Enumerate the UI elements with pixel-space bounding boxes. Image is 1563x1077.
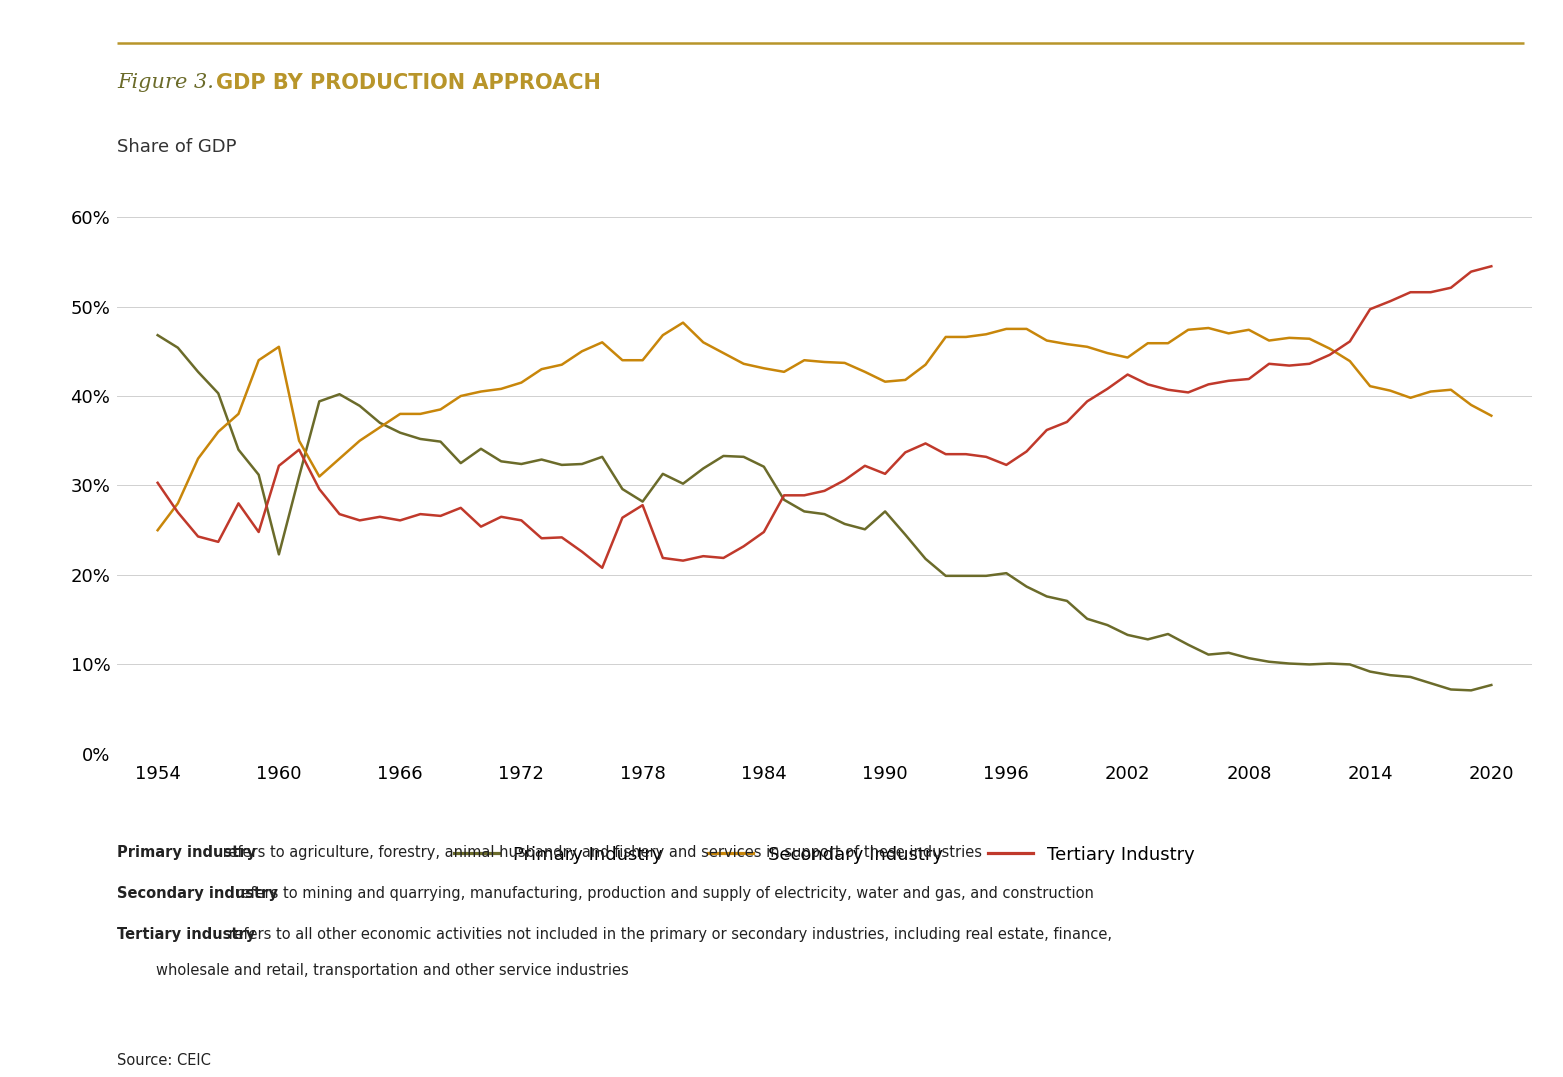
Primary Industry bbox=[1158, 628, 1177, 641]
Tertiary Industry bbox=[148, 476, 167, 489]
Text: Tertiary industry: Tertiary industry bbox=[117, 927, 255, 942]
Legend: Primary Industry, Secondary Industry, Tertiary Industry: Primary Industry, Secondary Industry, Te… bbox=[447, 839, 1202, 871]
Tertiary Industry bbox=[714, 551, 733, 564]
Secondary Industry bbox=[1482, 409, 1500, 422]
Secondary Industry bbox=[714, 347, 733, 360]
Secondary Industry bbox=[350, 434, 369, 447]
Primary Industry bbox=[1380, 669, 1399, 682]
Text: refers to agriculture, forestry, animal husbandry and fishery and services in su: refers to agriculture, forestry, animal … bbox=[217, 845, 982, 861]
Text: wholesale and retail, transportation and other service industries: wholesale and retail, transportation and… bbox=[156, 963, 628, 978]
Text: Share of GDP: Share of GDP bbox=[117, 138, 236, 156]
Text: Primary industry: Primary industry bbox=[117, 845, 256, 861]
Text: Figure 3.: Figure 3. bbox=[117, 73, 214, 93]
Primary Industry bbox=[755, 460, 774, 473]
Text: GDP BY PRODUCTION APPROACH: GDP BY PRODUCTION APPROACH bbox=[216, 73, 600, 94]
Line: Tertiary Industry: Tertiary Industry bbox=[158, 266, 1491, 568]
Tertiary Industry bbox=[1179, 386, 1197, 398]
Secondary Industry bbox=[1179, 323, 1197, 336]
Secondary Industry bbox=[1400, 391, 1419, 404]
Tertiary Industry bbox=[592, 561, 611, 574]
Text: Figure 3. GDP BY PRODUCTION APPROACH: Figure 3. GDP BY PRODUCTION APPROACH bbox=[117, 73, 558, 94]
Text: refers to all other economic activities not included in the primary or secondary: refers to all other economic activities … bbox=[225, 927, 1113, 942]
Text: refers to mining and quarrying, manufacturing, production and supply of electric: refers to mining and quarrying, manufact… bbox=[231, 886, 1094, 901]
Text: Source: CEIC: Source: CEIC bbox=[117, 1053, 211, 1068]
Secondary Industry bbox=[674, 317, 692, 330]
Primary Industry bbox=[1482, 679, 1500, 691]
Tertiary Industry bbox=[309, 482, 328, 495]
Primary Industry bbox=[309, 395, 328, 408]
Primary Industry bbox=[1461, 684, 1480, 697]
Primary Industry bbox=[694, 462, 713, 475]
Tertiary Industry bbox=[775, 489, 794, 502]
Line: Primary Industry: Primary Industry bbox=[158, 335, 1491, 690]
Secondary Industry bbox=[775, 365, 794, 378]
Primary Industry bbox=[148, 328, 167, 341]
Secondary Industry bbox=[148, 523, 167, 536]
Tertiary Industry bbox=[350, 514, 369, 527]
Tertiary Industry bbox=[1482, 260, 1500, 272]
Tertiary Industry bbox=[1400, 285, 1419, 298]
Line: Secondary Industry: Secondary Industry bbox=[158, 323, 1491, 530]
Text: Secondary industry: Secondary industry bbox=[117, 886, 278, 901]
Primary Industry bbox=[350, 400, 369, 412]
Secondary Industry bbox=[309, 470, 328, 482]
